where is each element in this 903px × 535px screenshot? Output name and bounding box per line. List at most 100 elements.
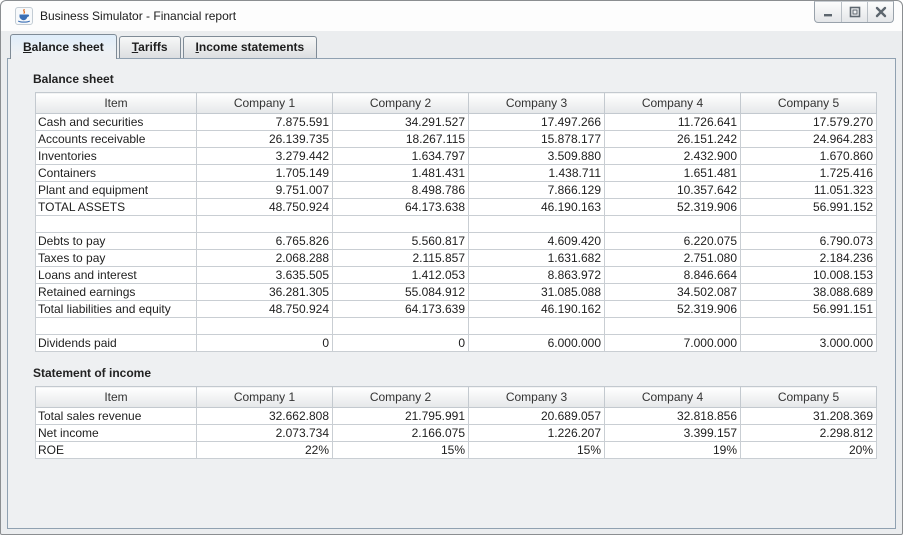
maximize-restore-icon: [849, 6, 861, 18]
value-cell: 15%: [469, 442, 605, 459]
java-coffee-cup-icon: [15, 7, 33, 25]
column-header[interactable]: Item: [36, 93, 197, 114]
table-row: Containers1.705.1491.481.4311.438.7111.6…: [36, 165, 877, 182]
table-row: Retained earnings36.281.30555.084.91231.…: [36, 284, 877, 301]
income-statement-section-title: Statement of income: [33, 366, 895, 380]
value-cell: 0: [333, 335, 469, 352]
value-cell: 7.000.000: [605, 335, 741, 352]
column-header[interactable]: Company 4: [605, 93, 741, 114]
value-cell: 46.190.163: [469, 199, 605, 216]
value-cell: 32.818.856: [605, 408, 741, 425]
tab-tariffs[interactable]: Tariffs: [119, 36, 181, 58]
column-header[interactable]: Item: [36, 387, 197, 408]
value-cell: 31.208.369: [741, 408, 877, 425]
column-header[interactable]: Company 5: [741, 93, 877, 114]
column-header[interactable]: Company 3: [469, 387, 605, 408]
value-cell: 15%: [333, 442, 469, 459]
value-cell: 17.579.270: [741, 114, 877, 131]
column-header[interactable]: Company 4: [605, 387, 741, 408]
value-cell: 3.279.442: [197, 148, 333, 165]
table-row: Accounts receivable26.139.73518.267.1151…: [36, 131, 877, 148]
tab-label: Tariffs: [132, 40, 168, 54]
value-cell: 24.964.283: [741, 131, 877, 148]
item-cell: Retained earnings: [36, 284, 197, 301]
value-cell: [333, 216, 469, 233]
value-cell: 34.502.087: [605, 284, 741, 301]
value-cell: 55.084.912: [333, 284, 469, 301]
item-cell: Taxes to pay: [36, 250, 197, 267]
value-cell: 2.432.900: [605, 148, 741, 165]
value-cell: 9.751.007: [197, 182, 333, 199]
value-cell: 7.866.129: [469, 182, 605, 199]
value-cell: [469, 318, 605, 335]
tab-balance-sheet[interactable]: Balance sheet: [10, 34, 117, 59]
value-cell: 1.634.797: [333, 148, 469, 165]
value-cell: 0: [197, 335, 333, 352]
item-cell: Net income: [36, 425, 197, 442]
value-cell: 6.000.000: [469, 335, 605, 352]
item-cell: Total sales revenue: [36, 408, 197, 425]
balance-sheet-section: Balance sheet ItemCompany 1Company 2Comp…: [8, 72, 895, 352]
value-cell: 15.878.177: [469, 131, 605, 148]
value-cell: 11.051.323: [741, 182, 877, 199]
column-header[interactable]: Company 1: [197, 387, 333, 408]
value-cell: 7.875.591: [197, 114, 333, 131]
value-cell: 38.088.689: [741, 284, 877, 301]
value-cell: 19%: [605, 442, 741, 459]
value-cell: 48.750.924: [197, 199, 333, 216]
maximize-button[interactable]: [841, 2, 867, 22]
table-row: Loans and interest3.635.5051.412.0538.86…: [36, 267, 877, 284]
value-cell: 32.662.808: [197, 408, 333, 425]
tab-label: Income statements: [196, 40, 305, 54]
value-cell: 3.000.000: [741, 335, 877, 352]
value-cell: 34.291.527: [333, 114, 469, 131]
item-cell: ROE: [36, 442, 197, 459]
value-cell: 52.319.906: [605, 301, 741, 318]
value-cell: 6.790.073: [741, 233, 877, 250]
value-cell: 36.281.305: [197, 284, 333, 301]
balance-sheet-section-title: Balance sheet: [33, 72, 895, 86]
close-button[interactable]: [867, 2, 893, 22]
table-row: Plant and equipment9.751.0078.498.7867.8…: [36, 182, 877, 199]
column-header[interactable]: Company 5: [741, 387, 877, 408]
value-cell: 1.705.149: [197, 165, 333, 182]
value-cell: 8.863.972: [469, 267, 605, 284]
value-cell: 1.412.053: [333, 267, 469, 284]
value-cell: 17.497.266: [469, 114, 605, 131]
value-cell: 56.991.152: [741, 199, 877, 216]
column-header[interactable]: Company 2: [333, 93, 469, 114]
table-row: Cash and securities7.875.59134.291.52717…: [36, 114, 877, 131]
value-cell: 1.651.481: [605, 165, 741, 182]
value-cell: [469, 216, 605, 233]
value-cell: 20.689.057: [469, 408, 605, 425]
value-cell: 8.846.664: [605, 267, 741, 284]
value-cell: 3.399.157: [605, 425, 741, 442]
window-titlebar[interactable]: Business Simulator - Financial report: [1, 1, 902, 31]
value-cell: 10.008.153: [741, 267, 877, 284]
item-cell: Dividends paid: [36, 335, 197, 352]
table-row: [36, 216, 877, 233]
column-header[interactable]: Company 2: [333, 387, 469, 408]
value-cell: [605, 216, 741, 233]
item-cell: Containers: [36, 165, 197, 182]
value-cell: 64.173.638: [333, 199, 469, 216]
value-cell: 1.481.431: [333, 165, 469, 182]
value-cell: 2.166.075: [333, 425, 469, 442]
column-header[interactable]: Company 3: [469, 93, 605, 114]
value-cell: 26.151.242: [605, 131, 741, 148]
value-cell: 2.184.236: [741, 250, 877, 267]
value-cell: 6.220.075: [605, 233, 741, 250]
tab-bar: Balance sheet Tariffs Income statements: [1, 31, 902, 58]
value-cell: 26.139.735: [197, 131, 333, 148]
item-cell: Debts to pay: [36, 233, 197, 250]
value-cell: [741, 216, 877, 233]
table-row: ROE22%15%15%19%20%: [36, 442, 877, 459]
minimize-button[interactable]: [815, 2, 841, 22]
tab-income-statements[interactable]: Income statements: [183, 36, 318, 58]
value-cell: 1.438.711: [469, 165, 605, 182]
item-cell: Inventories: [36, 148, 197, 165]
column-header[interactable]: Company 1: [197, 93, 333, 114]
value-cell: 1.631.682: [469, 250, 605, 267]
header-row: ItemCompany 1Company 2Company 3Company 4…: [36, 93, 877, 114]
header-row: ItemCompany 1Company 2Company 3Company 4…: [36, 387, 877, 408]
